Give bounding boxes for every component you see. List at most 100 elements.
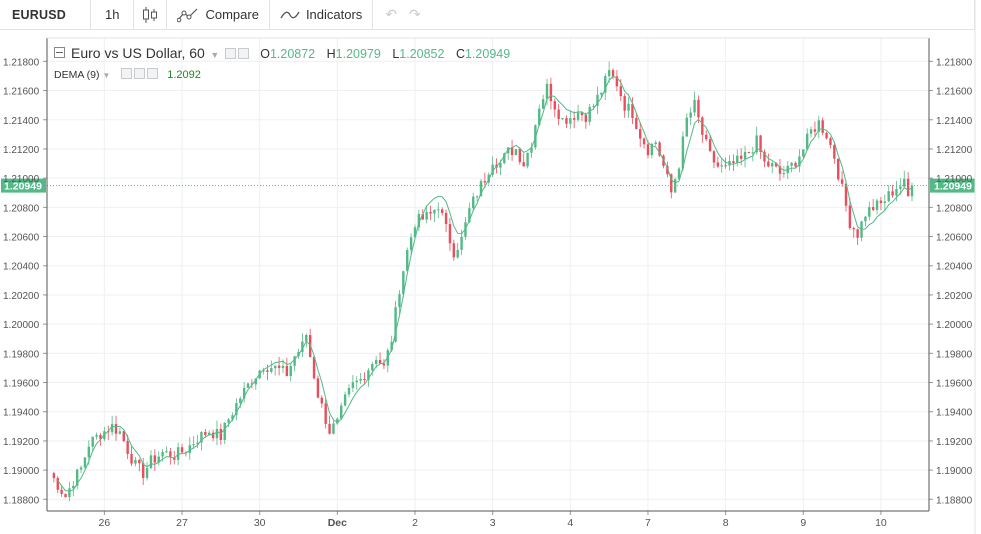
candle-body [864, 216, 867, 222]
candle-body [270, 368, 273, 372]
candle-body [510, 147, 514, 156]
candle-body [472, 196, 475, 209]
candle-body [293, 356, 296, 366]
indicator-dropdown-icon[interactable]: ▼ [102, 71, 111, 80]
candle-body [413, 227, 417, 238]
candle-body [701, 117, 704, 135]
candle-body [394, 307, 397, 342]
candle-body [670, 174, 673, 193]
candle-body [343, 394, 347, 406]
candle-body [848, 205, 852, 229]
redo-icon[interactable]: ↷ [409, 6, 421, 22]
candle-body [173, 457, 176, 460]
interval-button[interactable]: 1h [105, 7, 120, 22]
candle-body [681, 136, 685, 169]
y-tick-label-left: 1.21800 [3, 57, 40, 68]
collapse-legend-icon[interactable] [54, 47, 65, 58]
candle-body [406, 250, 409, 272]
indicator-close-icon[interactable] [147, 68, 159, 79]
y-tick-label-right: 1.21400 [936, 116, 973, 127]
candle-body [75, 469, 79, 486]
indicator-hide-icon[interactable] [134, 68, 146, 79]
candle-body [747, 151, 751, 153]
symbol-search[interactable]: EURUSD [12, 7, 66, 22]
candle-body [398, 294, 401, 308]
candle-body [736, 155, 739, 163]
candle-body [879, 200, 883, 204]
candle-body [658, 142, 661, 156]
candle-body [456, 249, 459, 258]
candle-body [759, 135, 762, 152]
candle-body [569, 118, 572, 124]
candle-body [526, 152, 529, 167]
candle-body [755, 135, 758, 153]
indicators-icon [280, 9, 300, 21]
high-value: 1.20979 [335, 47, 381, 61]
legend-settings-icon[interactable] [224, 48, 236, 59]
y-tick-label-right: 1.20000 [936, 320, 973, 331]
y-tick-label-left: 1.21000 [3, 174, 40, 185]
candle-body [417, 214, 421, 228]
x-tick-label: 2 [412, 517, 418, 529]
candle-body [837, 158, 840, 180]
candle-body [274, 365, 277, 369]
y-tick-label-right: 1.20600 [936, 233, 973, 244]
candle-body [503, 153, 506, 164]
top-toolbar: EURUSD 1h Compare Indicators ↶ ↷ [0, 0, 975, 30]
y-tick-label-right: 1.19800 [936, 349, 973, 360]
candle-body [134, 459, 137, 464]
x-tick-label: 8 [723, 517, 729, 529]
candle-body [475, 196, 479, 198]
compare-icon [177, 7, 199, 23]
candle-body [246, 383, 250, 388]
candle-body [600, 92, 603, 95]
candle-body [553, 101, 556, 110]
toolbar-divider [372, 0, 374, 29]
toolbar-divider [133, 0, 135, 29]
candle-body [281, 365, 285, 368]
candle-body [452, 243, 456, 258]
candle-body [87, 446, 91, 458]
x-tick-label: 9 [800, 517, 806, 529]
candlestick-icon [142, 6, 158, 24]
candle-body [305, 335, 308, 342]
compare-button[interactable]: Compare [167, 0, 268, 29]
last-price-line: 1.20949 1.20949 [1, 178, 975, 193]
chart-style-button[interactable] [134, 0, 166, 29]
candle-body [402, 271, 405, 295]
candle-body [277, 365, 281, 368]
axes: 1.21800 1.21800 1.21600 1.21600 1.21400 1.214… [3, 0, 976, 534]
indicator-settings-icon[interactable] [121, 68, 133, 79]
candle-body [479, 181, 483, 197]
legend-hide-icon[interactable] [237, 48, 249, 59]
undo-icon[interactable]: ↶ [385, 6, 398, 22]
last-price-badge-right [930, 178, 975, 193]
candle-body [390, 341, 393, 351]
last-price-label-right: 1.20949 [934, 181, 972, 193]
candle-body [176, 447, 180, 460]
indicator-legend: DEMA (9) ▼ 1.2092 [54, 68, 201, 81]
legend-dropdown-icon[interactable]: ▼ [210, 50, 220, 60]
candle-body [875, 200, 879, 210]
candle-body [409, 237, 413, 251]
candle-body [611, 70, 615, 77]
y-tick-label-right: 1.20800 [936, 203, 973, 214]
legend-title: Euro vs US Dollar, 60 [71, 45, 205, 61]
indicators-button[interactable]: Indicators [270, 0, 372, 29]
candle-body [231, 415, 234, 420]
candle-body [110, 424, 114, 433]
candle-body [530, 147, 533, 153]
y-tick-label-right: 1.21600 [936, 87, 973, 98]
candle-body [708, 139, 712, 152]
candle-body [576, 112, 580, 120]
candle-body [359, 378, 362, 381]
candle-body [883, 201, 887, 204]
candle-body [491, 164, 494, 175]
candle-body [242, 387, 246, 399]
candle-body [239, 398, 242, 404]
candle-body [126, 441, 129, 454]
candle-body [192, 444, 195, 446]
candle-body [138, 459, 141, 464]
candle-body [386, 350, 390, 366]
